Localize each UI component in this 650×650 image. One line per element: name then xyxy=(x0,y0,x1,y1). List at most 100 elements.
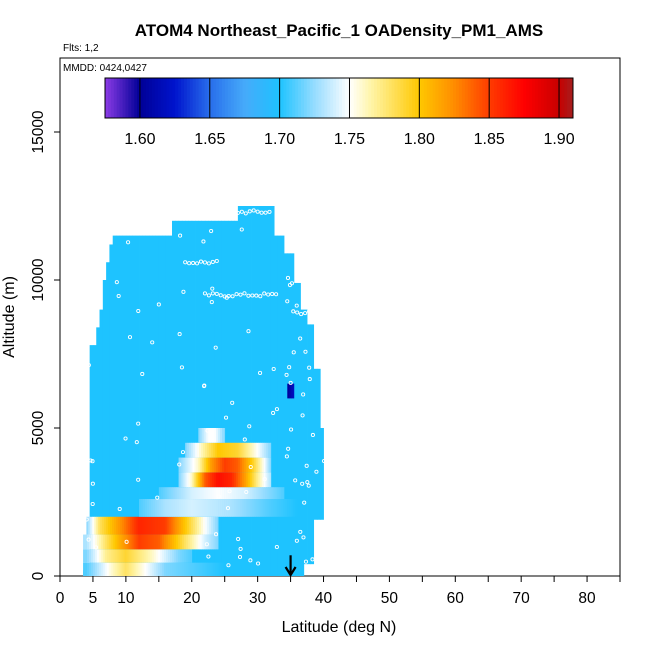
heatmap-cell xyxy=(233,457,237,473)
colorbar-segment xyxy=(453,78,457,118)
heatmap-cell xyxy=(236,442,239,458)
heatmap-cell xyxy=(176,487,179,500)
heatmap-cell xyxy=(202,428,205,443)
heatmap-cell xyxy=(281,499,284,517)
heatmap-cell xyxy=(210,428,213,443)
heatmap-cell xyxy=(206,457,209,473)
colorbar-segment xyxy=(254,78,258,118)
heatmap-cell xyxy=(240,442,243,458)
heatmap-cell xyxy=(243,457,247,473)
heatmap-cell xyxy=(191,562,195,576)
sample-point xyxy=(204,542,209,547)
y-tick-label: 15000 xyxy=(30,110,47,153)
sample-point xyxy=(116,293,121,299)
heatmap-cell xyxy=(175,549,179,563)
heatmap-cell xyxy=(207,562,210,576)
heatmap-cell xyxy=(283,499,286,517)
coverage-column xyxy=(152,235,156,576)
heatmap-cell xyxy=(192,499,195,517)
heatmap-cell xyxy=(202,472,205,488)
heatmap-cell xyxy=(184,499,187,517)
heatmap-cell xyxy=(164,487,168,500)
heatmap-cell xyxy=(261,499,264,517)
heatmap-cell xyxy=(176,499,179,517)
heatmap-cell xyxy=(210,442,214,458)
heatmap-cell xyxy=(261,487,264,500)
colorbar-segment xyxy=(482,78,486,118)
heatmap-cell xyxy=(204,516,208,535)
heatmap-cell xyxy=(285,499,288,517)
colorbar-segment xyxy=(549,78,554,118)
heatmap-cell xyxy=(237,487,241,500)
colorbar-segment xyxy=(385,78,390,118)
colorbar-segment xyxy=(195,78,200,118)
heatmap-cell xyxy=(123,516,127,535)
heatmap-cell xyxy=(246,442,249,458)
colorbar-segment xyxy=(224,78,229,118)
colorbar-segment xyxy=(239,78,243,118)
colorbar-tick-label: 1.75 xyxy=(334,131,365,148)
heatmap-cell xyxy=(218,428,221,443)
heatmap-cell xyxy=(210,487,213,500)
colorbar-segment xyxy=(561,78,565,118)
flight-level-point xyxy=(210,291,215,296)
heatmap-cell xyxy=(187,516,190,535)
heatmap-cell xyxy=(291,383,294,399)
heatmap-cell xyxy=(150,549,153,563)
heatmap-cell xyxy=(182,457,185,473)
heatmap-cell xyxy=(116,562,119,576)
heatmap-cell xyxy=(189,534,193,550)
heatmap-cell xyxy=(188,487,191,500)
colorbar-segment xyxy=(268,78,273,118)
colorbar-segment xyxy=(175,78,179,118)
colorbar-segment xyxy=(552,78,556,118)
heatmap-cell xyxy=(175,534,179,550)
heatmap-cell xyxy=(178,487,181,500)
heatmap-cell xyxy=(114,534,118,550)
heatmap-cell xyxy=(192,472,195,488)
colorbar-segment xyxy=(356,78,360,118)
sample-point xyxy=(114,280,119,285)
heatmap-cell xyxy=(150,534,153,550)
coverage-column xyxy=(257,206,262,576)
heatmap-cell xyxy=(136,549,139,563)
heatmap-cell xyxy=(243,499,247,517)
heatmap-cell xyxy=(183,516,186,535)
coverage-column xyxy=(241,206,245,576)
heatmap-cell xyxy=(213,534,216,550)
colorbar-segment xyxy=(216,78,220,118)
x-tick-label: 10 xyxy=(117,590,135,607)
heatmap-cell xyxy=(271,487,274,500)
heatmap-cell xyxy=(252,442,255,458)
heatmap-cell xyxy=(128,562,131,576)
colorbar-segment xyxy=(140,78,144,118)
heatmap-cell xyxy=(194,472,197,488)
heatmap-cell xyxy=(271,499,274,517)
heatmap-cell xyxy=(268,442,271,458)
colorbar-segment xyxy=(257,78,261,118)
heatmap-cell xyxy=(94,516,97,535)
heatmap-cells xyxy=(83,383,298,576)
heatmap-cell xyxy=(172,487,175,500)
flight-level-point xyxy=(202,260,207,265)
heatmap-cell xyxy=(222,457,225,473)
y-axis-title: Altitude (m) xyxy=(1,276,18,358)
heatmap-cell xyxy=(259,499,262,517)
sample-point xyxy=(209,300,214,305)
colorbar-segment xyxy=(327,78,331,118)
heatmap-cell xyxy=(245,472,249,488)
heatmap-cell xyxy=(160,499,164,517)
heatmap-cell xyxy=(88,562,92,576)
heatmap-cell xyxy=(166,562,169,576)
heatmap-cell xyxy=(229,499,233,517)
heatmap-cell xyxy=(263,487,266,500)
flight-level-point xyxy=(243,211,248,216)
colorbar-segment xyxy=(154,78,159,118)
heatmap-cell xyxy=(187,442,190,458)
heatmap-cell xyxy=(212,487,215,500)
heatmap-cell xyxy=(152,562,155,576)
heatmap-cell xyxy=(204,457,207,473)
coverage-column xyxy=(162,235,166,576)
colorbar-segment xyxy=(210,78,214,118)
x-tick-label: 50 xyxy=(381,590,399,607)
